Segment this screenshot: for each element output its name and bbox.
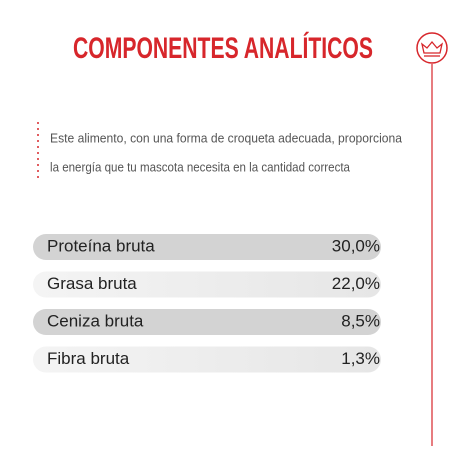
description-line: la energía que tu mascota necesita en la… <box>50 159 351 174</box>
row-label: Grasa bruta <box>47 274 137 293</box>
row-label: Proteína bruta <box>47 236 155 255</box>
title: COMPONENTES ANALÍTICOS <box>73 31 373 65</box>
row-label: Fibra bruta <box>47 349 130 368</box>
row-background <box>33 271 381 298</box>
row-value: 1,3% <box>341 349 380 368</box>
row-background <box>33 234 381 260</box>
row-value: 22,0% <box>332 274 380 293</box>
table: Proteína bruta 30,0% Grasa bruta 22,0% Ceniz… <box>33 234 381 373</box>
row-label: Ceniza bruta <box>47 311 144 330</box>
row-value: 8,5% <box>341 311 380 330</box>
crown-icon <box>416 32 448 64</box>
row-background <box>33 346 381 373</box>
description-line: Este alimento, con una forma de croqueta… <box>50 130 403 145</box>
row-value: 30,0% <box>332 236 380 255</box>
row-background <box>33 309 381 335</box>
